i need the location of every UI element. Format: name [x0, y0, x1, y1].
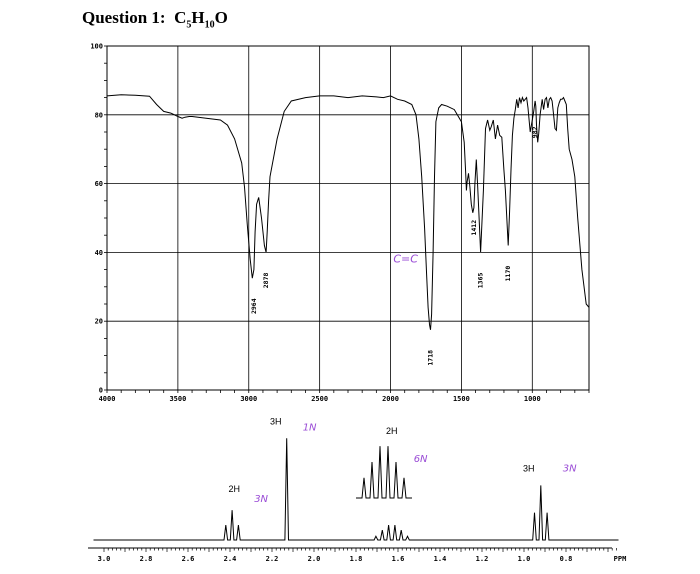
ir-peak-label: 1170 — [504, 266, 512, 282]
ir-peak-label: 1718 — [427, 350, 435, 366]
ir-y-tick-label: 20 — [95, 318, 103, 326]
nmr-integration-label: 3H — [270, 416, 282, 426]
ir-transmittance-line — [106, 94, 590, 330]
ir-peak-label: 1365 — [477, 272, 485, 288]
ir-x-tick-label: 1000 — [524, 395, 541, 403]
nmr-spectrum-line — [93, 438, 619, 541]
nmr-unit-label: PPM — [614, 555, 627, 563]
ir-peak-label: 982 — [531, 126, 539, 138]
question-label: Question 1: — [82, 8, 166, 27]
formula-subscript-h: 10 — [204, 19, 215, 31]
nmr-handwritten-note: 3N — [563, 463, 577, 474]
ir-x-tick-label: 4000 — [99, 395, 116, 403]
nmr-spectrum: 3.0 2.8 2.6 2.4 2.2 2.0 1.8 1.6 1.4 1.2 1.0 0.8 PPM 2… — [88, 416, 626, 563]
nmr-handwritten-note: 1N — [303, 422, 317, 433]
formula-element-o: O — [214, 8, 228, 27]
nmr-x-tick-label: 0.8 — [560, 555, 573, 563]
ir-x-tick-label: 3500 — [169, 395, 186, 403]
ir-y-tick-label: 40 — [95, 249, 103, 257]
question-title: Question 1: C5H10O — [82, 8, 228, 30]
ir-x-tick-label: 2500 — [311, 395, 328, 403]
nmr-x-tick-label: 2.6 — [182, 555, 195, 563]
nmr-x-tick-label: 1.6 — [392, 555, 405, 563]
nmr-x-tick-label: 2.4 — [224, 555, 237, 563]
nmr-integration-label: 2H — [386, 426, 398, 436]
nmr-x-tick-label: 3.0 — [98, 555, 111, 563]
formula-element-h: H — [191, 8, 205, 27]
nmr-x-tick-label: 1.4 — [434, 555, 447, 563]
nmr-x-tick-label: 1.2 — [476, 555, 489, 563]
ir-x-tick-label: 1500 — [453, 395, 470, 403]
formula-element-c: C — [174, 8, 187, 27]
ir-y-tick-label: 60 — [95, 180, 103, 188]
ir-x-tick-label: 3000 — [240, 395, 257, 403]
ir-peak-label: 1412 — [470, 220, 478, 236]
nmr-handwritten-note: 3N — [254, 494, 268, 505]
ir-y-tick-label: 0 — [99, 387, 103, 395]
formula-subscript-c: 5 — [186, 19, 192, 31]
nmr-x-tick-label: 1.0 — [518, 555, 531, 563]
nmr-x-tick-label: 2.2 — [266, 555, 279, 563]
nmr-integration-label: 3H — [523, 463, 535, 473]
ir-y-tick-label: 100 — [90, 43, 103, 51]
ir-y-tick-label: 80 — [95, 111, 103, 119]
ir-peak-label: 2878 — [262, 272, 270, 288]
nmr-integration-label: 2H — [228, 484, 240, 494]
ir-peak-label: 2964 — [250, 298, 258, 314]
nmr-inset-line — [356, 446, 412, 499]
nmr-x-tick-label: 2.8 — [140, 555, 153, 563]
nmr-x-tick-label: 2.0 — [308, 555, 321, 563]
ir-handwritten-note: C=C — [393, 253, 418, 266]
ir-x-tick-label: 2000 — [382, 395, 399, 403]
formula: C5H10O — [174, 8, 228, 31]
ir-spectrum: 4000 3500 3000 2500 2000 1500 1000 0 20 40 60 80 100… — [90, 43, 590, 403]
nmr-handwritten-note: 6N — [414, 454, 428, 465]
nmr-x-tick-label: 1.8 — [350, 555, 363, 563]
